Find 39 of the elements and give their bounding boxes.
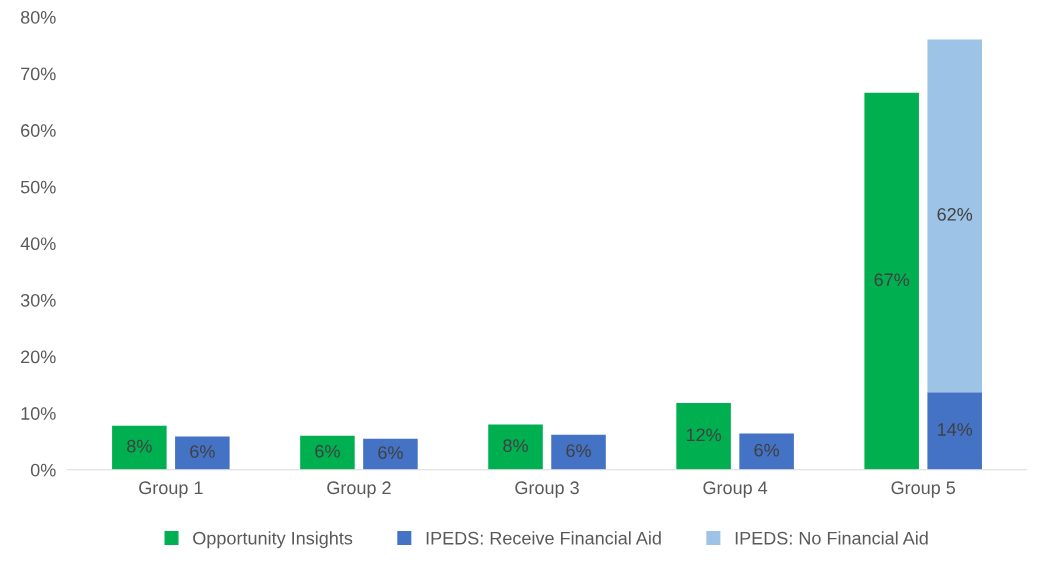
data-label: 6% — [378, 446, 403, 460]
x-tick-label: Group 2 — [327, 481, 391, 498]
y-tick-label: 60% — [21, 124, 56, 137]
bar — [488, 424, 543, 470]
x-tick-label: Group 4 — [703, 481, 768, 498]
data-label: 6% — [190, 445, 215, 458]
y-tick-label: 30% — [20, 293, 56, 307]
data-label: 62% — [937, 207, 973, 221]
x-tick-label: Group 3 — [515, 481, 579, 498]
bar — [927, 392, 982, 470]
data-label: 8% — [127, 439, 152, 453]
y-tick-label: 70% — [21, 67, 56, 81]
legend-label: Opportunity Insights — [193, 531, 353, 549]
bar — [739, 433, 794, 470]
bar — [363, 438, 418, 470]
bar — [864, 92, 919, 470]
x-tick-label: Group 1 — [139, 481, 203, 498]
y-tick-label: 50% — [20, 180, 56, 194]
y-tick-label: 40% — [20, 237, 56, 251]
data-label: 6% — [315, 444, 340, 458]
data-label: 12% — [686, 428, 722, 442]
bar — [676, 402, 731, 470]
data-label: 67% — [874, 273, 910, 287]
x-tick-label: Group 5 — [891, 481, 956, 498]
data-label: 6% — [754, 443, 780, 457]
bar — [112, 425, 167, 470]
bar — [175, 436, 230, 470]
data-label: 14% — [938, 423, 973, 436]
legend-label: IPEDS: Receive Financial Aid — [426, 531, 661, 545]
legend-label: IPEDS: No Financial Aid — [735, 531, 928, 545]
y-tick-label: 20% — [21, 350, 56, 364]
bar — [927, 39, 982, 393]
y-tick-label: 10% — [21, 407, 56, 420]
data-label: 6% — [566, 444, 591, 458]
bar — [300, 435, 355, 470]
bar — [551, 434, 606, 470]
y-tick-label: 80% — [20, 10, 56, 24]
data-label: 8% — [503, 439, 528, 452]
y-tick-label: 0% — [30, 463, 56, 477]
